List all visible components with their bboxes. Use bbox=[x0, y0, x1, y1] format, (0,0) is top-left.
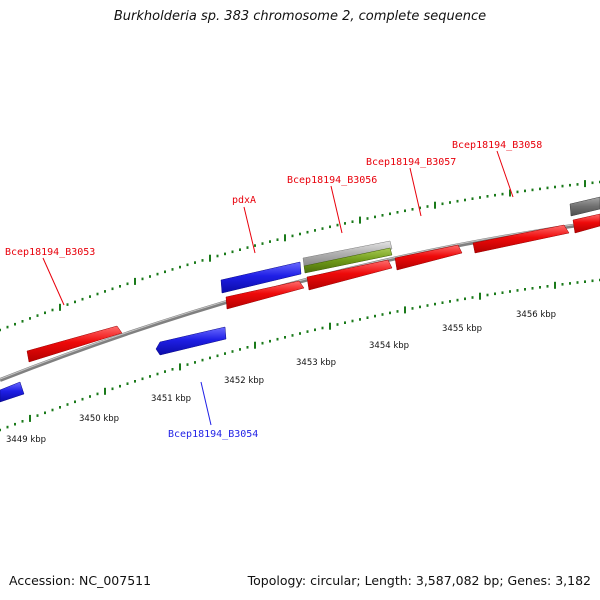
forward-strand-genes bbox=[26, 213, 600, 363]
gene-b3056-arrow[interactable] bbox=[306, 259, 393, 291]
leader-pdxa bbox=[243, 206, 256, 254]
reverse-strand-genes bbox=[0, 261, 302, 403]
gene-b3055-arrow[interactable] bbox=[225, 280, 305, 310]
feature-gray-bar[interactable] bbox=[302, 240, 393, 267]
gene-b3053-arrow[interactable] bbox=[26, 325, 123, 363]
map-title: Burkholderia sp. 383 chromosome 2, compl… bbox=[113, 9, 487, 24]
label-bcep18194-b3056[interactable]: Bcep18194_B3056 bbox=[287, 175, 377, 186]
feature-dark-gray-bar[interactable] bbox=[569, 196, 600, 217]
label-bcep18194-b3054[interactable]: Bcep18194_B3054 bbox=[168, 429, 258, 440]
gene-b3054-arrow[interactable] bbox=[155, 326, 227, 356]
kbp-label-3453: 3453 kbp bbox=[296, 358, 336, 368]
label-leaders bbox=[42, 150, 514, 426]
kbp-label-3454: 3454 kbp bbox=[369, 341, 409, 351]
leader-b3054 bbox=[200, 381, 212, 426]
leader-b3053 bbox=[42, 257, 65, 306]
leader-b3056 bbox=[330, 185, 343, 234]
accession-text: Accession: NC_007511 bbox=[9, 573, 152, 588]
outer-tick-ruler bbox=[0, 180, 600, 332]
kbp-label-3449: 3449 kbp bbox=[6, 435, 46, 445]
feature-green-bar[interactable] bbox=[303, 247, 393, 274]
kbp-label-3451: 3451 kbp bbox=[151, 394, 191, 404]
chromosome-backbone-highlight bbox=[0, 220, 600, 380]
gene-labels: Bcep18194_B3053 pdxA Bcep18194_B3056 Bce… bbox=[5, 140, 542, 440]
kbp-label-3452: 3452 kbp bbox=[224, 376, 264, 386]
label-bcep18194-b3053[interactable]: Bcep18194_B3053 bbox=[5, 247, 95, 258]
kbp-label-3450: 3450 kbp bbox=[79, 414, 119, 424]
gene-pdxa-arrow[interactable] bbox=[220, 261, 302, 294]
kbp-label-3456: 3456 kbp bbox=[516, 310, 556, 320]
kbp-labels: 3449 kbp 3450 kbp 3451 kbp 3452 kbp 3453… bbox=[6, 310, 556, 445]
gene-b3057-arrow[interactable] bbox=[394, 244, 463, 271]
label-bcep18194-b3058[interactable]: Bcep18194_B3058 bbox=[452, 140, 542, 151]
inner-tick-ruler bbox=[0, 278, 600, 432]
gene-b3059-arrow[interactable] bbox=[572, 213, 600, 234]
kbp-label-3455: 3455 kbp bbox=[442, 324, 482, 334]
label-pdxa[interactable]: pdxA bbox=[232, 195, 256, 206]
leader-b3057 bbox=[409, 167, 422, 217]
gene-b3052-arrow[interactable] bbox=[0, 381, 25, 403]
gene-b3058-arrow[interactable] bbox=[472, 224, 570, 254]
topology-summary-text: Topology: circular; Length: 3,587,082 bp… bbox=[247, 573, 591, 588]
other-features bbox=[302, 196, 600, 274]
label-bcep18194-b3057[interactable]: Bcep18194_B3057 bbox=[366, 157, 456, 168]
leader-b3058 bbox=[496, 150, 514, 198]
